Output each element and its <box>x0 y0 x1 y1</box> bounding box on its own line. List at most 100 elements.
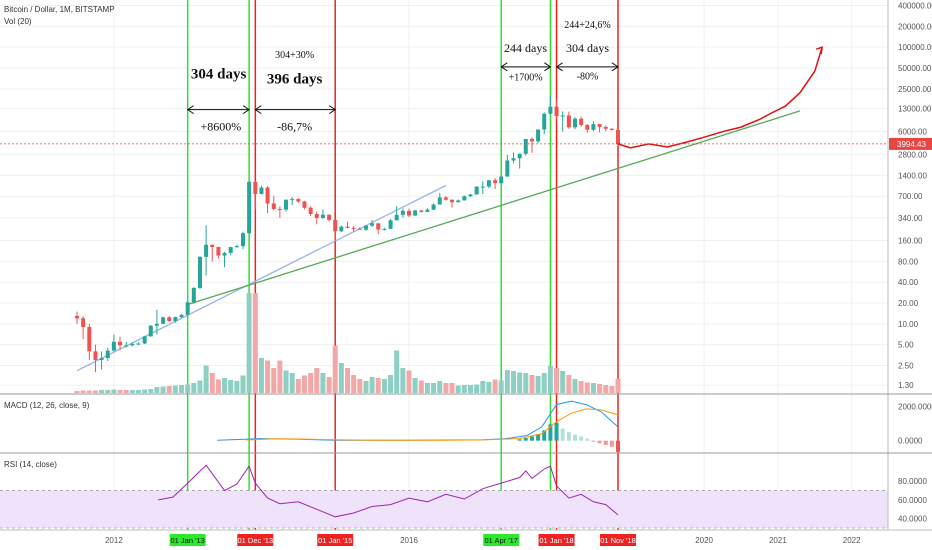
rsi-line <box>158 464 619 518</box>
candle-body <box>357 228 362 230</box>
volume-bar <box>172 385 178 393</box>
price-tick-label: 2.50 <box>898 361 914 370</box>
time-tick-label: 2012 <box>105 536 123 545</box>
volume-bar <box>154 387 160 393</box>
candle-body <box>265 187 270 204</box>
candle-body <box>222 252 227 256</box>
volume-bar <box>332 345 338 393</box>
macd-histogram-bar <box>536 434 541 441</box>
volume-bar <box>191 383 197 393</box>
candle-body <box>499 176 504 184</box>
volume-bar <box>480 381 486 393</box>
candle-body <box>523 139 528 154</box>
candle-body <box>314 214 319 219</box>
candle-body <box>302 201 307 208</box>
volume-bar <box>301 375 307 393</box>
volume-bar <box>504 370 510 393</box>
candle-body <box>87 327 92 352</box>
candle-body <box>370 223 375 226</box>
volume-bar <box>215 379 221 393</box>
candle-body <box>333 219 338 232</box>
time-marker-label: 01 Apr '17 <box>484 536 518 545</box>
candle-body <box>142 336 147 344</box>
rsi-tick-label: 80.0000 <box>898 477 927 486</box>
macd-tick-label: 0.0000 <box>898 437 923 446</box>
volume-bar <box>166 386 172 393</box>
span-arrow-left-head <box>186 105 194 115</box>
candle-body <box>204 244 209 257</box>
volume-bar <box>240 375 246 393</box>
macd-histogram-bar <box>585 438 590 441</box>
span-arrow-right-head <box>242 105 251 115</box>
price-tick-label: 6000.00 <box>898 128 927 137</box>
candle-body <box>609 128 614 130</box>
volume-bar <box>554 368 560 393</box>
macd-histogram-bar <box>523 438 528 441</box>
volume-bar <box>265 360 271 393</box>
macd-histogram-bar <box>597 440 602 444</box>
macd-histogram-bar <box>542 430 547 441</box>
volume-bar <box>566 375 572 393</box>
rsi-label: RSI (14, close) <box>4 460 57 469</box>
volume-bar <box>258 358 264 393</box>
candle-body <box>320 214 325 219</box>
price-tick-label: 1.30 <box>898 381 914 390</box>
macd-histogram-bar <box>603 440 608 445</box>
candle-body <box>443 197 448 200</box>
candle-body <box>240 233 245 247</box>
candle-body <box>130 344 135 346</box>
volume-bar <box>363 381 369 393</box>
macd-histogram-bar <box>566 432 571 441</box>
current-price-label: 3994.43 <box>897 140 926 149</box>
volume-bar <box>338 363 344 393</box>
volume-bar <box>142 389 148 393</box>
volume-bar <box>314 368 320 393</box>
candle-body <box>124 345 129 347</box>
price-tick-label: 1400.00 <box>898 171 927 180</box>
volume-bar <box>424 383 430 393</box>
rsi-tick-label: 60.0000 <box>898 496 927 505</box>
volume-bar <box>603 385 609 393</box>
volume-bar <box>511 371 517 393</box>
volume-bar <box>345 368 351 393</box>
volume-bar <box>529 375 535 393</box>
volume-bar <box>326 377 332 393</box>
volume-bar <box>209 373 215 393</box>
span-arrow-right-head <box>328 105 337 115</box>
volume-bar <box>351 375 357 393</box>
span-arrow-left-head <box>254 105 262 115</box>
volume-bar <box>92 390 98 393</box>
candle-body <box>234 246 239 248</box>
time-marker-label: 01 Jan '13 <box>170 536 204 545</box>
candle-body <box>197 256 202 288</box>
price-tick-label: 400000.00 <box>898 2 932 11</box>
candle-body <box>191 287 196 303</box>
volume-bar <box>492 379 498 393</box>
annotation-label: 244+24,6% <box>564 20 610 31</box>
time-tick-label: 2021 <box>769 536 787 545</box>
candle-body <box>118 341 123 346</box>
candle-body <box>566 115 571 128</box>
price-tick-label: 160.00 <box>898 237 923 246</box>
volume-bar <box>86 390 92 393</box>
time-tick-label: 2016 <box>400 536 418 545</box>
candle-body <box>259 187 264 194</box>
candle-body <box>437 197 442 205</box>
volume-bar <box>486 382 492 393</box>
volume-bar <box>203 365 209 393</box>
candle-body <box>216 247 221 256</box>
volume-bar <box>111 389 117 393</box>
macd-histogram-bar <box>609 440 614 447</box>
volume-bar <box>394 350 400 393</box>
annotation-label: 304 days <box>191 67 247 83</box>
candle-body <box>296 199 301 202</box>
candle-body <box>167 317 172 321</box>
candle-body <box>450 199 455 203</box>
volume-bar <box>308 373 314 393</box>
candle-body <box>560 115 565 117</box>
volume-bar <box>609 386 615 393</box>
candle-body <box>585 124 590 130</box>
volume-bar <box>295 379 301 393</box>
rsi-band <box>0 490 888 528</box>
